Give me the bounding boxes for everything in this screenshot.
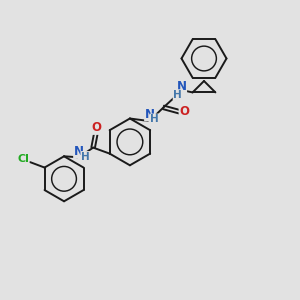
Text: Cl: Cl	[17, 154, 29, 164]
Text: H: H	[173, 90, 182, 100]
Text: N: N	[176, 80, 187, 93]
Text: H: H	[81, 152, 90, 162]
Text: N: N	[74, 145, 84, 158]
Text: O: O	[91, 121, 101, 134]
Text: N: N	[145, 108, 155, 121]
Text: H: H	[150, 114, 159, 124]
Text: O: O	[179, 105, 189, 119]
